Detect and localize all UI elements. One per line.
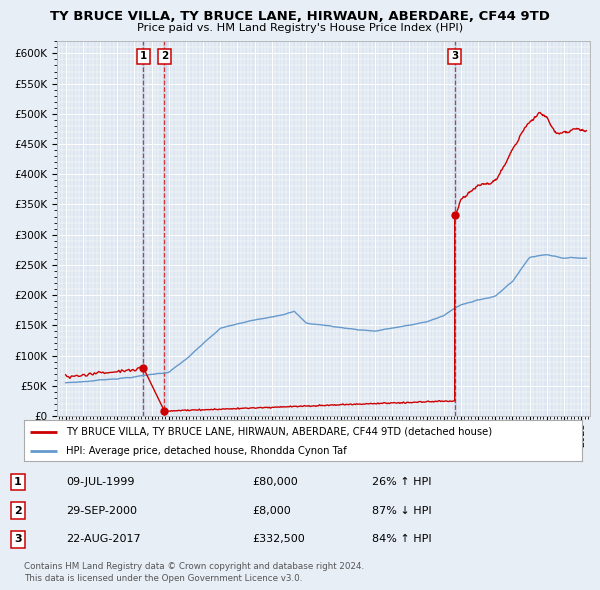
Text: 1: 1 [140, 51, 147, 61]
Text: TY BRUCE VILLA, TY BRUCE LANE, HIRWAUN, ABERDARE, CF44 9TD (detached house): TY BRUCE VILLA, TY BRUCE LANE, HIRWAUN, … [66, 427, 492, 437]
Text: HPI: Average price, detached house, Rhondda Cynon Taf: HPI: Average price, detached house, Rhon… [66, 446, 347, 456]
Text: 2: 2 [14, 506, 22, 516]
Text: Price paid vs. HM Land Registry's House Price Index (HPI): Price paid vs. HM Land Registry's House … [137, 24, 463, 33]
Text: 29-SEP-2000: 29-SEP-2000 [66, 506, 137, 516]
Text: 2: 2 [161, 51, 168, 61]
Text: This data is licensed under the Open Government Licence v3.0.: This data is licensed under the Open Gov… [24, 573, 302, 583]
Bar [163, 41, 166, 416]
Text: 3: 3 [14, 535, 22, 545]
Text: 1: 1 [14, 477, 22, 487]
Text: 22-AUG-2017: 22-AUG-2017 [66, 535, 140, 545]
Text: 09-JUL-1999: 09-JUL-1999 [66, 477, 134, 487]
Text: 3: 3 [451, 51, 458, 61]
Text: £80,000: £80,000 [252, 477, 298, 487]
Text: TY BRUCE VILLA, TY BRUCE LANE, HIRWAUN, ABERDARE, CF44 9TD: TY BRUCE VILLA, TY BRUCE LANE, HIRWAUN, … [50, 10, 550, 23]
Text: 84% ↑ HPI: 84% ↑ HPI [372, 535, 431, 545]
Text: £332,500: £332,500 [252, 535, 305, 545]
Text: 26% ↑ HPI: 26% ↑ HPI [372, 477, 431, 487]
Text: Contains HM Land Registry data © Crown copyright and database right 2024.: Contains HM Land Registry data © Crown c… [24, 562, 364, 571]
Bar [454, 41, 456, 416]
Bar [142, 41, 145, 416]
Text: £8,000: £8,000 [252, 506, 291, 516]
Text: 87% ↓ HPI: 87% ↓ HPI [372, 506, 431, 516]
